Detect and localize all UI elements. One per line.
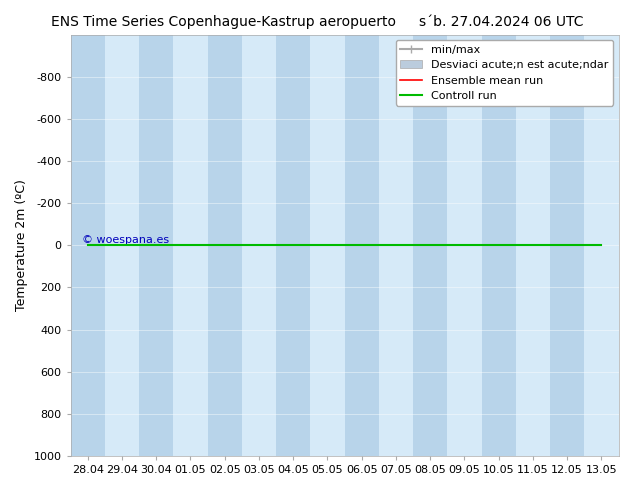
Bar: [70, 35, 105, 456]
Y-axis label: Temperature 2m (ºC): Temperature 2m (ºC): [15, 179, 28, 311]
Text: © woespana.es: © woespana.es: [82, 235, 169, 245]
Bar: [139, 35, 173, 456]
Bar: [482, 35, 516, 456]
Legend: min/max, Desviaci acute;n est acute;ndar, Ensemble mean run, Controll run: min/max, Desviaci acute;n est acute;ndar…: [396, 40, 613, 106]
Text: ENS Time Series Copenhague-Kastrup aeropuerto: ENS Time Series Copenhague-Kastrup aerop…: [51, 15, 396, 29]
Text: s´b. 27.04.2024 06 UTC: s´b. 27.04.2024 06 UTC: [419, 15, 583, 29]
Bar: [516, 35, 550, 456]
Bar: [413, 35, 448, 456]
Bar: [344, 35, 378, 456]
Bar: [207, 35, 242, 456]
Bar: [105, 35, 139, 456]
Bar: [378, 35, 413, 456]
Bar: [448, 35, 482, 456]
Bar: [242, 35, 276, 456]
Bar: [276, 35, 310, 456]
Bar: [173, 35, 207, 456]
Bar: [585, 35, 619, 456]
Bar: [550, 35, 585, 456]
Bar: [310, 35, 344, 456]
